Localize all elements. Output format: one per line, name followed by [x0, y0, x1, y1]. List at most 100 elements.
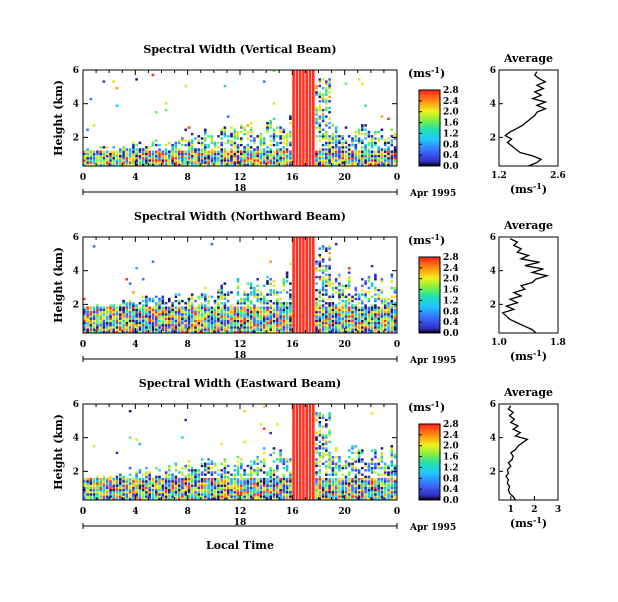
heat-cell: [234, 493, 237, 495]
heat-cell: [351, 155, 354, 157]
heat-cell: [132, 311, 135, 313]
heat-cell: [86, 307, 89, 309]
heat-cell: [305, 489, 308, 491]
heat-cell: [234, 469, 237, 471]
heat-cell: [384, 326, 387, 328]
heat-cell: [155, 328, 158, 330]
heat-cell: [315, 328, 318, 330]
heat-cell: [198, 135, 201, 137]
heat-cell: [292, 243, 295, 245]
heat-cell: [220, 478, 223, 480]
heat-cell: [188, 157, 191, 159]
heat-cell: [286, 272, 289, 274]
heat-cell: [351, 447, 354, 449]
heat-cell: [361, 302, 364, 304]
heat-cell: [217, 146, 220, 148]
heat-cell: [119, 318, 122, 320]
heat-cell: [273, 328, 276, 330]
heat-cell: [86, 155, 89, 157]
heat-cell: [106, 487, 109, 489]
heat-cell: [364, 495, 367, 497]
heat-cell: [325, 137, 328, 139]
heat-cell: [391, 144, 394, 146]
heat-cell: [309, 423, 312, 425]
heat-cell: [220, 469, 223, 471]
heat-cell: [302, 94, 305, 96]
heat-cell: [322, 315, 325, 317]
heat-cell: [391, 274, 394, 276]
heat-cell: [325, 278, 328, 280]
heat-cell: [296, 142, 299, 144]
heat-cell: [263, 326, 266, 328]
heat-cell: [305, 144, 308, 146]
heat-cell: [315, 309, 318, 311]
y-axis-label: Height (km): [52, 80, 65, 156]
heat-cell: [374, 467, 377, 469]
heat-cell: [119, 328, 122, 330]
heat-cell: [358, 137, 361, 139]
heat-cell: [345, 307, 348, 309]
heat-cell: [181, 487, 184, 489]
heat-cell: [312, 410, 315, 412]
y-tick-label: 6: [73, 233, 79, 243]
heat-cell: [155, 489, 158, 491]
heat-cell: [230, 495, 233, 497]
heat-cell: [201, 315, 204, 317]
heat-cell: [305, 428, 308, 430]
heat-cell: [237, 485, 240, 487]
heat-cell: [299, 467, 302, 469]
heat-cell: [253, 493, 256, 495]
heat-cell: [198, 326, 201, 328]
heat-cell: [283, 311, 286, 313]
heat-cell: [132, 480, 135, 482]
heat-cell: [256, 300, 259, 302]
heat-cell: [253, 471, 256, 473]
heat-cell: [381, 315, 384, 317]
heat-cell: [348, 465, 351, 467]
heat-cell: [374, 463, 377, 465]
heat-cell: [315, 85, 318, 87]
heat-cell: [364, 476, 367, 478]
heat-cell: [292, 135, 295, 137]
heat-cell: [247, 151, 250, 153]
heat-cell: [305, 102, 308, 104]
heat-cell: [201, 311, 204, 313]
heat-cell: [315, 304, 318, 306]
heat-cell: [289, 485, 292, 487]
heat-cell: [194, 318, 197, 320]
heat-cell: [361, 482, 364, 484]
heat-cell: [322, 487, 325, 489]
heat-cell: [358, 454, 361, 456]
heat-cell: [335, 324, 338, 326]
heat-cell: [122, 315, 125, 317]
heat-cell: [184, 465, 187, 467]
heat-cell: [296, 428, 299, 430]
heat-cell: [377, 157, 380, 159]
heat-cell: [319, 493, 322, 495]
heat-cell: [96, 153, 99, 155]
heat-cell: [178, 478, 181, 480]
heat-cell: [263, 485, 266, 487]
heat-cell: [158, 315, 161, 317]
x-tick-label: 4: [132, 173, 138, 183]
heat-cell: [325, 80, 328, 82]
heat-cell: [394, 326, 397, 328]
heat-cell: [240, 320, 243, 322]
heat-cell: [289, 328, 292, 330]
heat-cell: [319, 263, 322, 265]
heat-cell: [214, 493, 217, 495]
heat-cell: [224, 307, 227, 309]
heat-cell: [299, 465, 302, 467]
heat-cell: [332, 302, 335, 304]
heat-cell: [139, 478, 142, 480]
heat-cell: [142, 313, 145, 315]
heat-cell: [240, 137, 243, 139]
heat-cell: [305, 155, 308, 157]
heat-cell: [292, 485, 295, 487]
heat-cell: [99, 318, 102, 320]
heat-cell: [381, 115, 384, 117]
heat-cell: [309, 315, 312, 317]
heat-cell: [237, 291, 240, 293]
heat-cell: [355, 482, 358, 484]
heat-cell: [371, 493, 374, 495]
